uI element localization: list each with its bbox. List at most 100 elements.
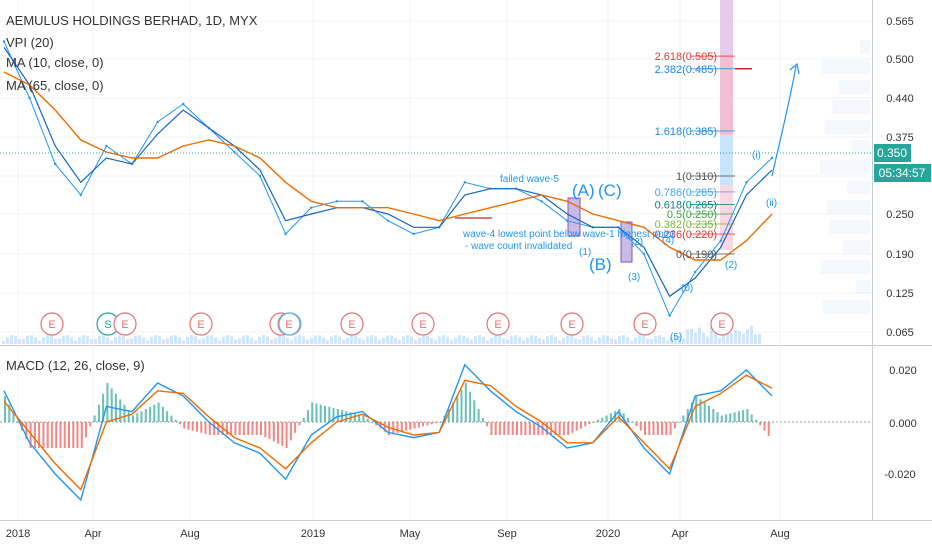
volume-bar [38, 340, 41, 344]
macd-line [3, 363, 773, 502]
volume-bar [294, 336, 297, 344]
macd-histogram-bar [601, 417, 604, 422]
macd-histogram-bar [528, 422, 531, 435]
macd-histogram-bar [302, 417, 305, 422]
event-marker [40, 312, 64, 336]
volume-bar [146, 340, 149, 344]
macd-histogram-bar [255, 422, 258, 435]
volume-bar [182, 340, 185, 344]
volume-bar [138, 335, 141, 344]
macd-histogram-bar [238, 422, 241, 435]
macd-histogram-bar [213, 422, 216, 435]
macd-histogram-bar [626, 417, 629, 422]
macd-histogram-bar [161, 406, 164, 422]
volume-bar [362, 339, 365, 344]
volume-bar [66, 335, 69, 344]
macd-histogram-bar [46, 422, 49, 448]
volume-bar [90, 339, 93, 344]
price-axis[interactable]: 0.565 0.500 0.440 0.375 0.250 0.190 0.12… [886, 16, 914, 339]
volume-bar [110, 340, 113, 344]
macd-histogram-bar [439, 422, 442, 423]
macd-histogram-bar [699, 399, 702, 423]
volume-bar [210, 335, 213, 344]
volume-bar [270, 339, 273, 344]
macd-histogram-bar [336, 409, 339, 422]
volume-bar [490, 337, 493, 344]
volume-bar [6, 337, 9, 344]
volume-bar [482, 336, 485, 344]
macd-histogram-bar [754, 419, 757, 422]
indicator-ma10[interactable]: MA (10, close, 0) [6, 55, 104, 70]
projection-arrow[interactable] [771, 65, 797, 177]
volume-bar [330, 336, 333, 344]
macd-histogram-bar [673, 422, 676, 429]
volume-bar [722, 331, 725, 344]
volume-bar [346, 338, 349, 344]
volume-bar [306, 339, 309, 344]
macd-histogram-bar [708, 405, 710, 423]
fib-zone-low [720, 135, 733, 185]
volume-bar [158, 336, 161, 344]
volume-bar [546, 336, 549, 344]
volume-bar [654, 335, 657, 344]
macd-title[interactable]: MACD (12, 26, close, 9) [6, 358, 145, 373]
wave-i-label: (i) [752, 150, 761, 161]
event-marker [633, 312, 657, 336]
volume-bar [618, 335, 621, 344]
failed-wave-label: failed wave-5 [500, 174, 559, 185]
vpi-bar [860, 40, 870, 54]
macd-histogram-bar [217, 422, 220, 435]
wave-ii-label: (ii) [766, 198, 777, 209]
price-point [258, 174, 262, 178]
event-marker-label: E [718, 319, 725, 331]
price-point [770, 156, 774, 160]
macd-histogram-bar [550, 422, 553, 435]
indicator-ma65[interactable]: MA (65, close, 0) [6, 78, 104, 93]
macd-histogram-bar [434, 422, 437, 424]
macd-histogram-bar [554, 422, 557, 435]
volume-bar [582, 336, 585, 344]
macd-axis[interactable]: 0.020 0.000 -0.020 [884, 365, 916, 481]
macd-histogram-bar [93, 415, 96, 422]
fib-label: 2.618(0.505) [655, 51, 717, 63]
time-axis[interactable]: 2018 Apr Aug 2019 May Sep 2020 Apr Aug [6, 528, 790, 540]
macd-histogram-bar [264, 422, 267, 438]
volume-bar [62, 335, 65, 344]
macd-histogram-bar [298, 422, 301, 426]
macd-histogram-bar [605, 415, 608, 422]
volume-bar [114, 336, 117, 344]
volume-bar [70, 337, 73, 344]
macd-histogram-bar [149, 406, 152, 422]
macd-histogram-bar [571, 422, 574, 433]
time-tick: 2020 [596, 528, 620, 540]
invalidation-note-line1: wave-4 lowest point below wave-1 highest… [462, 229, 674, 240]
macd-histogram-bar [55, 422, 58, 448]
signal-line [3, 374, 773, 491]
indicator-vpi[interactable]: VPI (20) [6, 35, 54, 50]
volume-bar [94, 338, 97, 344]
volume-bar [534, 335, 537, 344]
volume-bar [622, 335, 625, 344]
event-markers[interactable]: ESEEEEEEEEEE [40, 312, 734, 336]
macd-histogram-bar [294, 422, 297, 433]
volume-bar [406, 335, 409, 344]
vpi-bar [826, 200, 870, 214]
volume-bar [170, 335, 173, 344]
fib-levels[interactable]: 2.618(0.505)2.382(0.485) 1.618(0.385) 1(0.… [655, 51, 752, 261]
macd-histogram-bar [695, 396, 698, 422]
vpi-bar [839, 80, 870, 94]
volume-bar [742, 333, 745, 344]
price-point [2, 40, 6, 43]
volume-bar [358, 337, 361, 344]
price-point [28, 96, 31, 100]
volume-bar [566, 335, 569, 344]
volume-bar [718, 338, 721, 344]
volume-bar [198, 339, 201, 344]
price-tick: 0.500 [886, 54, 914, 66]
macd-histogram-bar [644, 422, 646, 435]
price-tick: 0.440 [886, 93, 914, 105]
series-line-1 [3, 46, 773, 298]
volume-bar [634, 337, 637, 344]
price-tick: 0.065 [886, 327, 914, 339]
